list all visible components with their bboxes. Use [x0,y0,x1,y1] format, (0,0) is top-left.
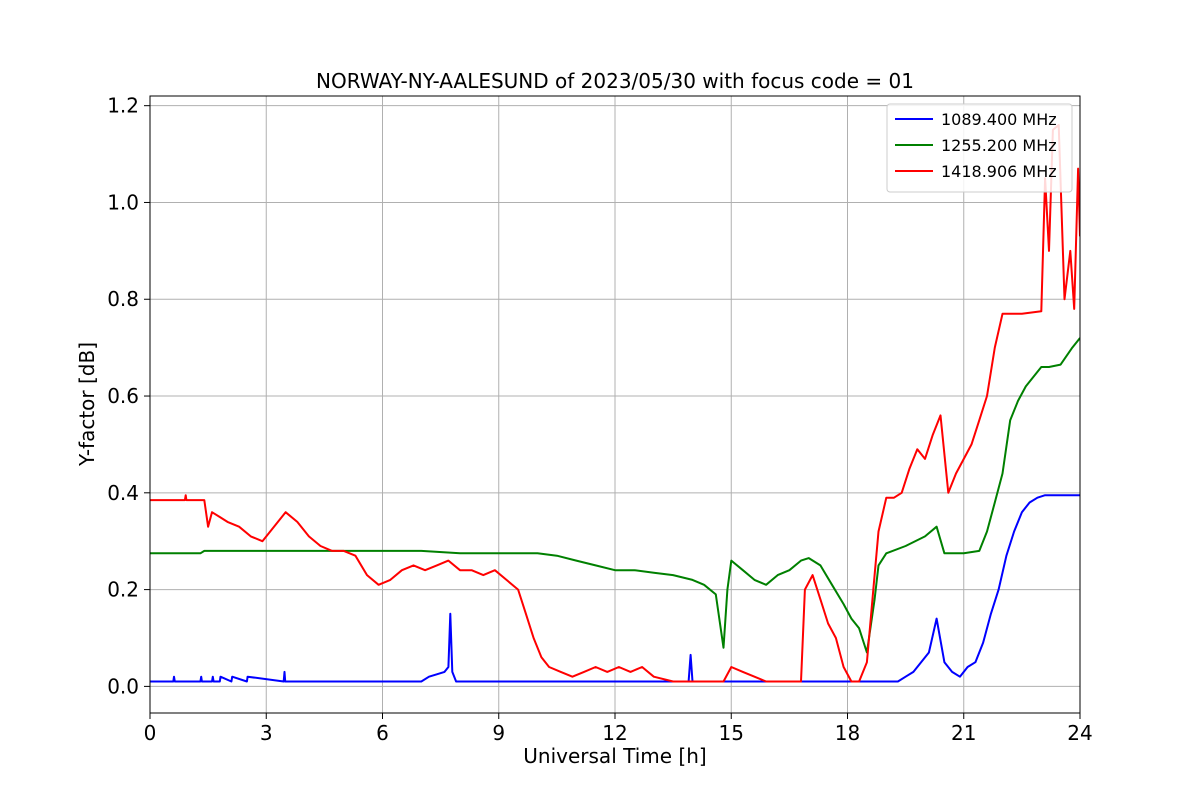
x-axis-label: Universal Time [h] [523,744,706,768]
x-tick-label: 9 [492,721,505,745]
y-axis-label: Y-factor [dB] [75,342,99,467]
axis-ticks: 0 3 6 9 12 15 18 21 24 0.0 0.2 0.4 0.6 0.8 1.0 1.2 [107,94,1093,745]
x-tick-label: 15 [719,721,744,745]
legend-box [886,103,1073,193]
y-tick-label: 0.2 [107,578,139,602]
x-tick-label: 6 [376,721,389,745]
series-line-2 [150,337,1080,654]
series-line-1 [150,494,1080,683]
x-tick-label: 3 [260,721,273,745]
y-tick-label: 1.0 [107,190,139,214]
x-tick-label: 18 [835,721,860,745]
legend-label: 1255.200 MHz [941,136,1057,155]
y-tick-label: 0.6 [107,384,139,408]
legend: 1089.400 MHz 1255.200 MHz 1418.906 MHz [886,103,1073,193]
x-tick-label: 24 [1067,721,1092,745]
y-tick-label: 0.8 [107,287,139,311]
x-tick-label: 12 [602,721,627,745]
y-tick-label: 0.0 [107,674,139,698]
legend-label: 1089.400 MHz [941,110,1057,129]
chart-title: NORWAY-NY-AALESUND of 2023/05/30 with fo… [316,69,914,93]
x-tick-label: 21 [951,721,976,745]
series-line-3 [150,124,1080,683]
y-tick-label: 0.4 [107,481,139,505]
series-layer [150,124,1080,683]
x-tick-label: 0 [144,721,157,745]
y-tick-label: 1.2 [107,94,139,118]
series-group [150,124,1080,683]
legend-label: 1418.906 MHz [941,162,1057,181]
